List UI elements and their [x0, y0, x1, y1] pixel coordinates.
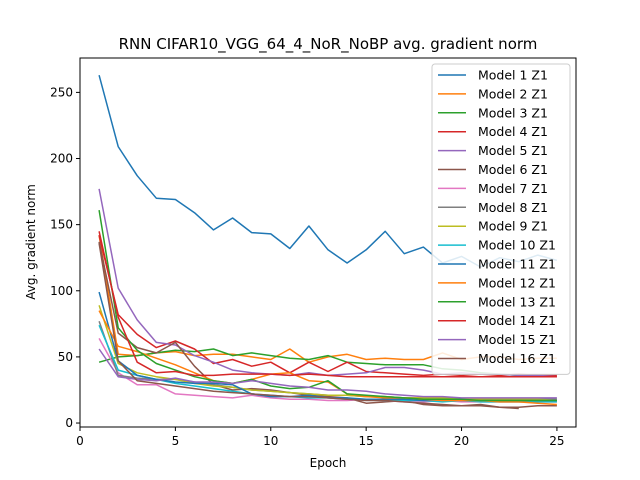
- legend-label: Model 11 Z1: [478, 257, 556, 272]
- legend-label: Model 5 Z1: [478, 143, 548, 158]
- series-line-14: [98, 231, 557, 378]
- x-axis-label: Epoch: [310, 456, 347, 470]
- y-tick-label: 100: [50, 284, 73, 298]
- x-tick-label: 25: [549, 434, 564, 448]
- x-axis: 0 5 10 15 20 25: [76, 427, 565, 448]
- x-tick-label: 5: [172, 434, 180, 448]
- series-line-9: [98, 305, 557, 402]
- series-line-6: [98, 241, 557, 408]
- axes-frame: [79, 57, 577, 428]
- legend-label: Model 3 Z1: [478, 105, 548, 120]
- y-axis-label: Avg. gradient norm: [24, 184, 38, 300]
- y-tick-label: 0: [65, 416, 73, 430]
- legend-label: Model 13 Z1: [478, 294, 556, 309]
- y-axis: 0 50 100 150 200 250: [50, 85, 80, 430]
- legend-label: Model 10 Z1: [478, 238, 556, 253]
- x-tick-label: 10: [263, 434, 278, 448]
- legend-label: Model 2 Z1: [478, 86, 548, 101]
- legend-box: [431, 63, 571, 375]
- legend-label: Model 15 Z1: [478, 332, 556, 347]
- x-tick-label: 20: [454, 434, 469, 448]
- x-tick-label: 0: [76, 434, 84, 448]
- y-tick-label: 200: [50, 152, 73, 166]
- legend: Model 1 Z1 Model 2 Z1 Model 3 Z1 Model 4 Z1…: [431, 63, 571, 375]
- chart-title: RNN CIFAR10_VGG_64_4_NoR_NoBP avg. gradi…: [119, 35, 538, 54]
- y-tick-label: 150: [50, 218, 73, 232]
- legend-label: Model 7 Z1: [478, 181, 548, 196]
- legend-label: Model 8 Z1: [478, 200, 548, 215]
- legend-label: Model 9 Z1: [478, 219, 548, 234]
- legend-label: Model 4 Z1: [478, 124, 548, 139]
- legend-label: Model 14 Z1: [478, 313, 556, 328]
- legend-label: Model 1 Z1: [478, 68, 548, 83]
- legend-label: Model 6 Z1: [478, 162, 548, 177]
- legend-label: Model 12 Z1: [478, 275, 556, 290]
- series-line-15: [98, 348, 557, 399]
- x-tick-label: 15: [359, 434, 374, 448]
- legend-label: Model 16 Z1: [478, 351, 556, 366]
- series-line-13: [98, 209, 557, 402]
- y-tick-label: 50: [58, 350, 73, 364]
- plot-area: [98, 75, 558, 410]
- y-tick-label: 250: [50, 85, 73, 99]
- series-line-16: [98, 243, 519, 410]
